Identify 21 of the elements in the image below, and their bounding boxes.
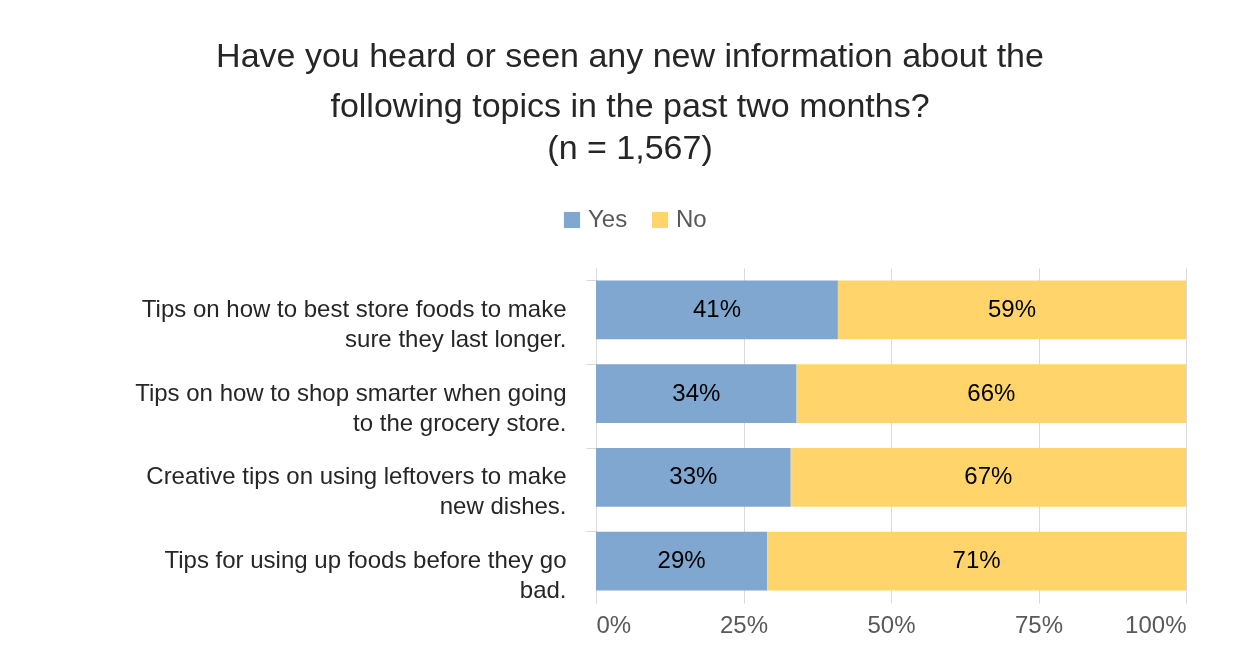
data-label: 59% (987, 294, 1036, 322)
data-label: 66% (967, 378, 1016, 406)
data-label: 71% (952, 546, 1001, 574)
data-label: 29% (657, 546, 706, 574)
chart-subtitle: (n = 1,567) (547, 128, 713, 166)
data-label: 33% (669, 462, 718, 490)
x-tick-label: 100% (1125, 610, 1187, 638)
x-tick-label: 50% (867, 610, 916, 638)
x-tick-label: 75% (1014, 610, 1064, 638)
data-label: 41% (692, 294, 741, 322)
x-tick-label: 25% (719, 610, 769, 638)
y-tick-label: Creative tips on using leftovers to make new dishes. (146, 462, 567, 520)
y-tick-label: Tips for using up foods before they go bad. (164, 546, 567, 604)
data-label: 67% (964, 462, 1013, 490)
x-tick-label: 0% (596, 610, 632, 638)
y-tick-label: Tips on how to shop smarter when going to the grocery store. (135, 378, 567, 436)
legend-label: Yes (588, 205, 628, 232)
legend-label: No (676, 205, 707, 232)
data-label: 34% (672, 378, 721, 406)
y-tick-label: Tips on how to best store foods to make sure they last longer. (141, 294, 567, 352)
chart-title: Have you heard or seen any new information about the following topics in the past two months? (216, 36, 1044, 124)
